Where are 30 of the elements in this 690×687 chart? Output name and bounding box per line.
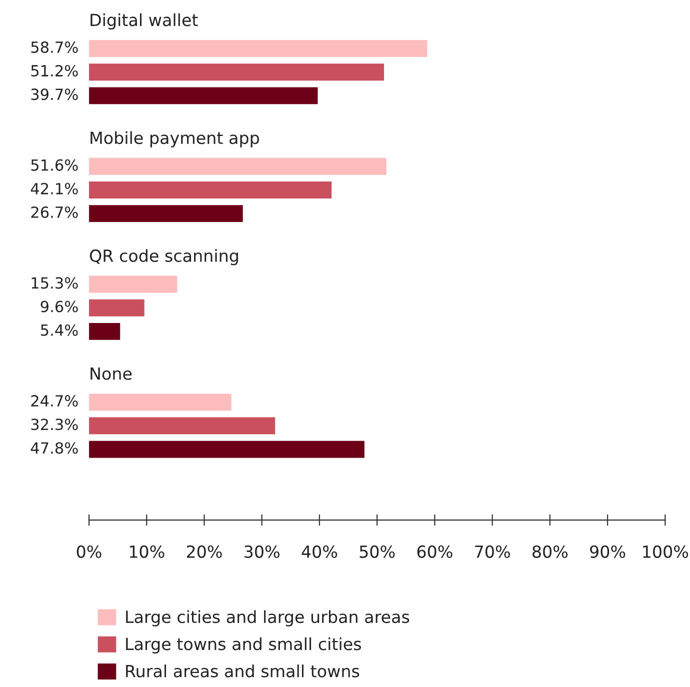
x-tick-label: 50% <box>360 545 395 558</box>
x-tick-label: 40% <box>302 545 338 558</box>
data-label: 26.7% <box>31 206 78 218</box>
data-label: 51.6% <box>31 159 78 171</box>
x-tick-label: 80% <box>532 545 568 558</box>
x-tick-label: 0% <box>76 545 102 558</box>
x-tick-label: 70% <box>475 545 510 558</box>
data-label: 5.4% <box>41 324 78 336</box>
x-tick-label: 10% <box>130 545 164 558</box>
x-tick-label: 90% <box>590 545 626 558</box>
data-label: 58.7% <box>31 41 78 53</box>
x-tick-label: 100% <box>643 545 688 558</box>
x-tick-label: 20% <box>186 545 222 558</box>
data-label: 39.7% <box>31 88 78 100</box>
data-label: 47.8% <box>30 442 78 454</box>
data-label: 42.1% <box>30 182 78 194</box>
data-label: 24.7% <box>31 395 78 407</box>
legend-label: Rural areas and small towns <box>126 664 360 678</box>
data-label: 9.6% <box>40 300 78 312</box>
x-tick-label: 60% <box>417 545 452 558</box>
data-label: 51.2% <box>31 64 78 77</box>
x-tick-label: 30% <box>244 545 280 558</box>
y-tick-label: Mobile payment app <box>90 131 259 148</box>
y-tick-label: None <box>90 368 132 380</box>
y-tick-label: Digital wallet <box>90 13 198 30</box>
legend-label: Large cities and large urban areas <box>126 610 410 626</box>
legend-label: Large towns and small cities <box>126 637 361 654</box>
y-tick-label: QR code scanning <box>90 249 238 266</box>
data-label: 15.3% <box>32 277 78 289</box>
data-label: 32.3% <box>31 418 78 430</box>
